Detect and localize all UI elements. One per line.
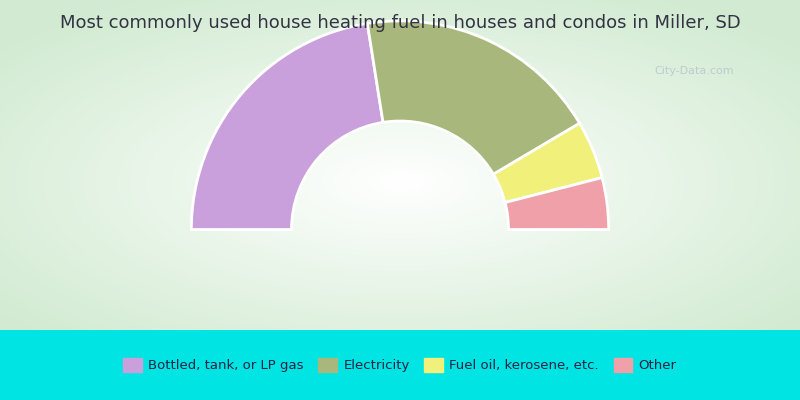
Wedge shape (505, 178, 609, 230)
Text: Most commonly used house heating fuel in houses and condos in Miller, SD: Most commonly used house heating fuel in… (60, 14, 740, 32)
Wedge shape (367, 21, 579, 174)
Text: City-Data.com: City-Data.com (654, 66, 734, 76)
Wedge shape (494, 123, 602, 202)
Wedge shape (191, 24, 383, 230)
Legend: Bottled, tank, or LP gas, Electricity, Fuel oil, kerosene, etc., Other: Bottled, tank, or LP gas, Electricity, F… (123, 358, 677, 372)
